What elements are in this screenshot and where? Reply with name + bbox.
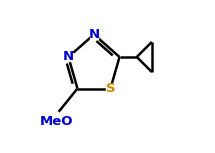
- Text: N: N: [63, 50, 74, 63]
- Bar: [64, 53, 73, 61]
- Text: S: S: [106, 82, 115, 95]
- Bar: [106, 84, 115, 93]
- Text: MeO: MeO: [40, 115, 73, 128]
- Text: N: N: [88, 28, 100, 41]
- Bar: [90, 30, 98, 39]
